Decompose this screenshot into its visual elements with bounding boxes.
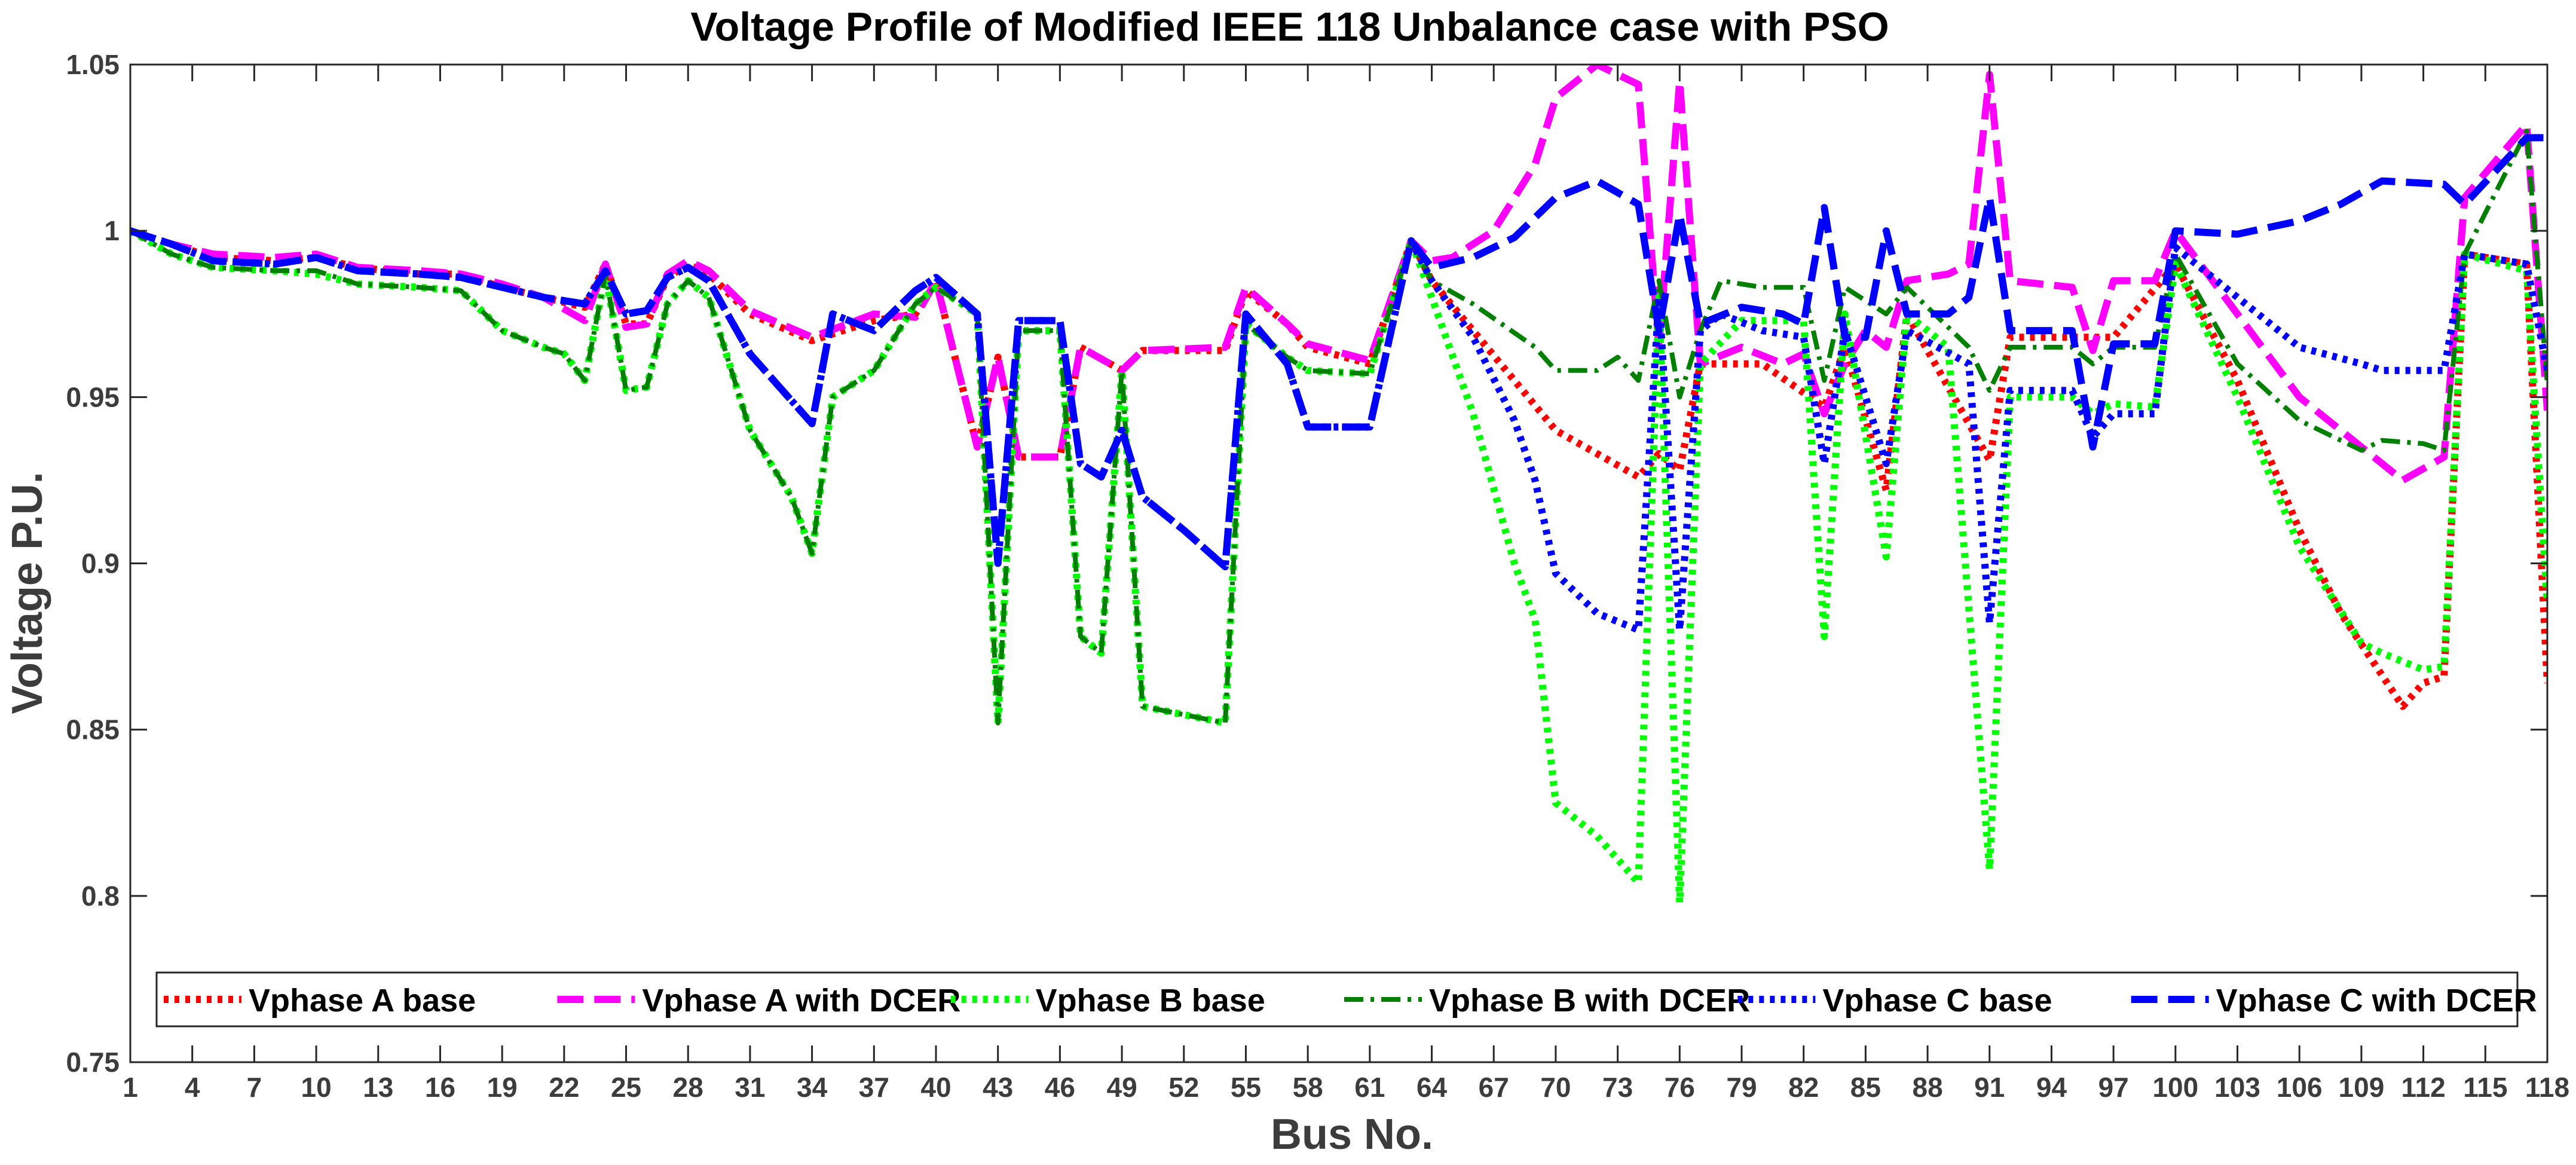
x-tick-label: 118	[2525, 1072, 2569, 1103]
x-tick-label: 82	[1788, 1072, 1819, 1103]
x-tick-label: 109	[2339, 1072, 2385, 1103]
x-tick-label: 25	[611, 1072, 641, 1103]
x-tick-label: 46	[1045, 1072, 1075, 1103]
series-layer	[130, 65, 2547, 906]
x-tick-label: 7	[247, 1072, 262, 1103]
x-tick-label: 4	[185, 1072, 200, 1103]
x-tick-label: 1	[123, 1072, 138, 1103]
y-tick-label: 1.05	[66, 49, 120, 80]
x-tick-label: 91	[1974, 1072, 2005, 1103]
x-tick-label: 103	[2214, 1072, 2260, 1103]
x-tick-label: 31	[735, 1072, 765, 1103]
x-tick-label: 19	[487, 1072, 518, 1103]
x-tick-label: 52	[1168, 1072, 1199, 1103]
x-tick-label: 28	[673, 1072, 703, 1103]
x-axis-label: Bus No.	[1271, 1111, 1433, 1158]
axis-layer: 1 4 7 10 13 16 19 22 25 28 31 34 37 40 43 46 49 52 55 58 61 6…	[66, 49, 2569, 1103]
x-tick-label: 10	[301, 1072, 331, 1103]
x-tick-label: 64	[1417, 1072, 1448, 1103]
x-tick-label: 58	[1293, 1072, 1323, 1103]
x-tick-label: 94	[2036, 1072, 2067, 1103]
x-tick-label: 106	[2277, 1072, 2323, 1103]
x-tick-label: 13	[363, 1072, 393, 1103]
legend-label-2: Vphase A with DCER	[642, 983, 960, 1019]
legend: Vphase A base Vphase A with DCER Vphase B …	[155, 971, 2537, 1028]
x-tick-label: 88	[1912, 1072, 1942, 1103]
x-tick-label: 49	[1106, 1072, 1137, 1103]
x-tick-label: 43	[983, 1072, 1013, 1103]
chart-title: Voltage Profile of Modified IEEE 118 Unb…	[690, 4, 1889, 50]
x-tick-label: 97	[2098, 1072, 2129, 1103]
y-tick-label: 0.9	[81, 548, 120, 579]
series-line-1	[130, 227, 2547, 710]
x-tick-label: 73	[1602, 1072, 1633, 1103]
legend-label-5: Vphase C base	[1822, 983, 2052, 1019]
legend-box	[155, 971, 2519, 1028]
y-tick-label: 1	[104, 215, 120, 246]
x-tick-label: 67	[1479, 1072, 1509, 1103]
y-tick-label: 0.75	[66, 1047, 120, 1078]
x-tick-label: 61	[1354, 1072, 1385, 1103]
series-line-6	[130, 134, 2547, 571]
x-tick-label: 76	[1665, 1072, 1695, 1103]
x-tick-label: 70	[1540, 1072, 1571, 1103]
x-tick-label: 112	[2401, 1072, 2446, 1103]
y-tick-label: 0.8	[81, 880, 120, 912]
x-tick-label: 22	[549, 1072, 579, 1103]
x-tick-label: 16	[425, 1072, 455, 1103]
x-tick-label: 85	[1850, 1072, 1881, 1103]
legend-label-6: Vphase C with DCER	[2216, 983, 2537, 1019]
legend-label-3: Vphase B base	[1036, 983, 1265, 1019]
x-tick-label: 40	[920, 1072, 951, 1103]
y-tick-label: 0.95	[66, 381, 120, 412]
x-tick-label: 37	[859, 1072, 889, 1103]
y-axis-label: Voltage P.U.	[4, 472, 51, 714]
x-tick-label: 79	[1726, 1072, 1757, 1103]
x-tick-label: 115	[2463, 1072, 2507, 1103]
x-tick-label: 55	[1231, 1072, 1261, 1103]
legend-label-4: Vphase B with DCER	[1429, 983, 1750, 1019]
x-tick-label: 100	[2152, 1072, 2198, 1103]
y-tick-label: 0.85	[66, 714, 120, 745]
x-tick-label: 34	[797, 1072, 828, 1103]
legend-label-1: Vphase A base	[249, 983, 476, 1019]
